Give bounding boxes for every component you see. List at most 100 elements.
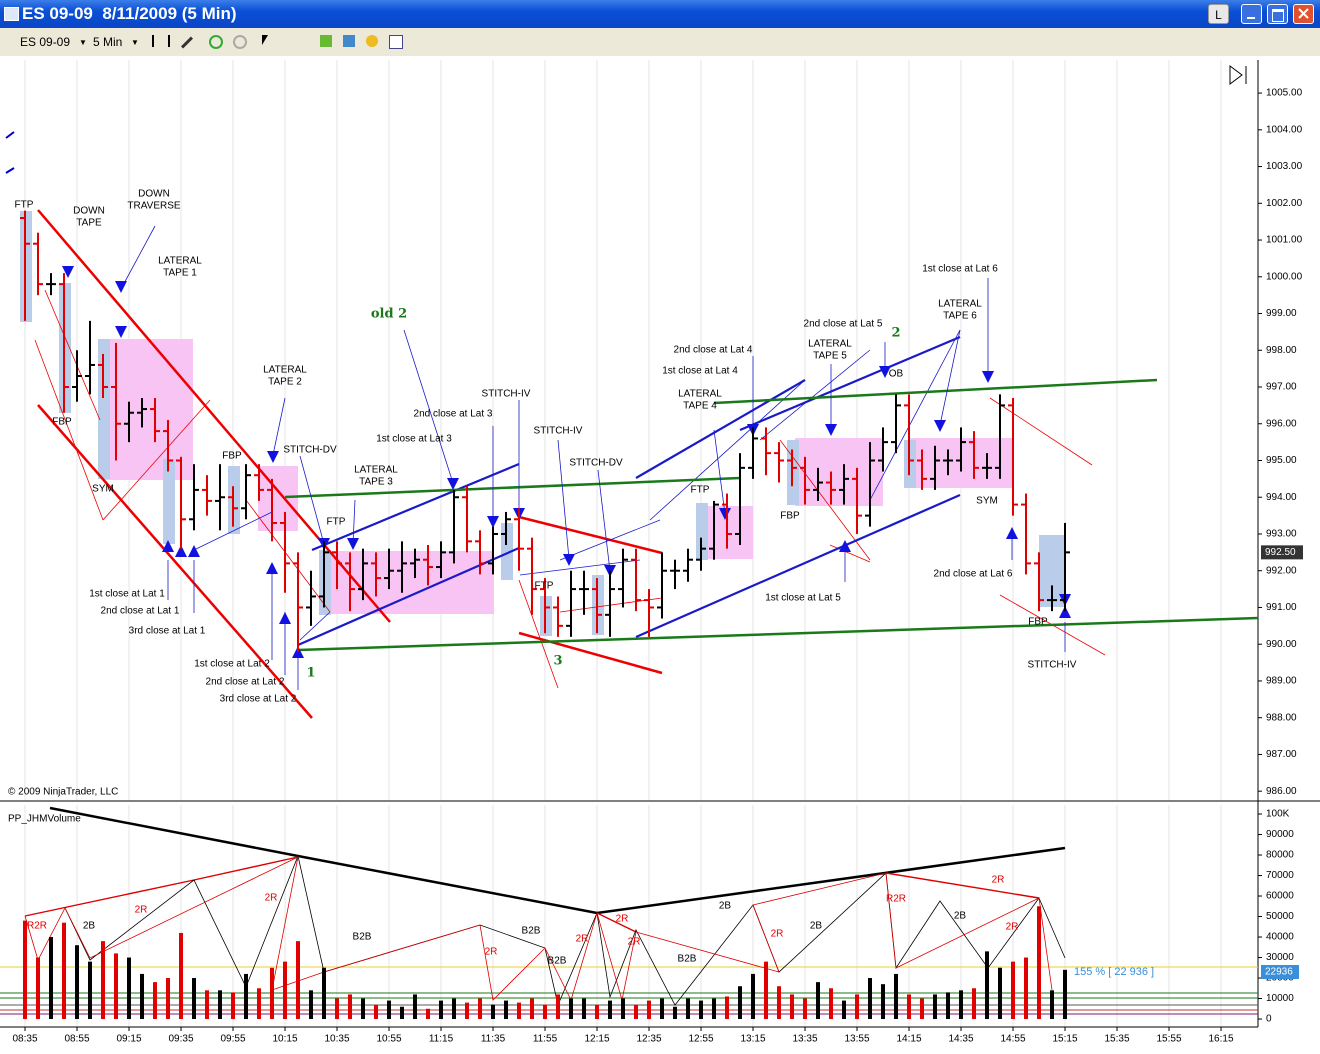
volume-bar	[348, 994, 352, 1020]
annotation: LATERAL	[938, 299, 982, 310]
x-tick-label: 14:35	[948, 1034, 973, 1045]
close-button[interactable]	[1293, 4, 1314, 24]
trend-line	[37, 209, 391, 623]
properties-button[interactable]	[366, 35, 378, 47]
pointer-button[interactable]	[262, 35, 268, 45]
minimize-button[interactable]	[1241, 4, 1262, 24]
arrow	[879, 366, 891, 378]
annotation: STITCH-IV	[534, 426, 583, 437]
trend-line	[518, 515, 663, 555]
volume-bar	[140, 973, 144, 1020]
pointer-line	[120, 225, 156, 290]
volume-bar	[101, 941, 105, 1020]
volume-bar	[400, 1006, 404, 1020]
annotation: FTP	[15, 200, 34, 211]
channel-line	[869, 329, 961, 501]
volume-bar	[244, 973, 248, 1020]
zoom-in-button[interactable]	[209, 35, 223, 49]
annotation: 2nd close at Lat 6	[934, 569, 1013, 580]
volume-annotation: 2B	[954, 911, 967, 922]
annotation: TAPE 2	[268, 377, 302, 388]
maximize-button[interactable]	[1267, 4, 1288, 24]
tape-zone	[103, 339, 193, 480]
x-tick-label: 10:15	[272, 1034, 297, 1045]
volume-bar	[777, 986, 781, 1020]
volume-bar	[478, 998, 482, 1020]
volume-bar	[543, 1004, 547, 1020]
interval-selector[interactable]: 5 Min	[93, 35, 123, 49]
channel-line	[311, 462, 520, 552]
x-tick-label: 10:35	[324, 1034, 349, 1045]
volume-bar	[920, 998, 924, 1020]
instrument-selector[interactable]: ES 09-09	[20, 35, 71, 49]
x-tick-label: 11:35	[481, 1034, 506, 1045]
x-tick-label: 09:55	[220, 1034, 245, 1045]
volume-bar	[36, 957, 40, 1020]
y-tick-label: 80000	[1266, 850, 1294, 861]
last-price-box	[1261, 545, 1303, 560]
arrow	[934, 420, 946, 432]
arrow	[188, 545, 200, 557]
y-tick-label: 1001.00	[1266, 235, 1303, 246]
dropdown-arrow[interactable]: ▼	[131, 38, 139, 47]
background	[0, 56, 1320, 1054]
volume-bar	[296, 941, 300, 1020]
tape-zone	[324, 551, 494, 614]
y-tick-label: 90000	[1266, 829, 1294, 840]
x-tick-label: 09:15	[116, 1034, 141, 1045]
arrow	[115, 281, 127, 293]
y-tick-label: 1000.00	[1266, 271, 1303, 282]
annotation: 2nd close at Lat 1	[101, 606, 180, 617]
trend-line	[34, 339, 104, 521]
annotation: 1st close at Lat 1	[89, 589, 165, 600]
annotation: TAPE 1	[163, 268, 197, 279]
arrow	[347, 538, 359, 550]
volume-annotation: 2B	[83, 921, 96, 932]
indicator-button[interactable]	[343, 35, 355, 47]
draw-tool-button[interactable]	[180, 36, 194, 49]
annotation: LATERAL	[354, 465, 398, 476]
y-tick-label: 100K	[1266, 809, 1290, 820]
zoom-out-button[interactable]	[233, 35, 247, 49]
channel-line	[649, 379, 806, 521]
volume-bar	[621, 998, 625, 1020]
x-tick-label: 13:15	[740, 1034, 765, 1045]
strategy-button[interactable]	[320, 35, 332, 47]
volume-bar	[426, 1008, 430, 1020]
volume-annotation: 2B	[810, 921, 823, 932]
volume-bar	[413, 994, 417, 1020]
arrow	[62, 266, 74, 278]
average-label: 155 % [ 22 936 ]	[1074, 966, 1154, 978]
x-tick-label: 12:55	[688, 1034, 713, 1045]
channel-line	[635, 493, 961, 639]
y-tick-label: 990.00	[1266, 639, 1297, 650]
dropdown-arrow[interactable]: ▼	[79, 38, 87, 47]
link-button[interactable]: L	[1208, 4, 1229, 24]
x-tick-label: 11:15	[429, 1034, 454, 1045]
volume-annotation: 2R	[628, 937, 641, 948]
data-box-button[interactable]	[389, 35, 403, 49]
annotation: FBP	[222, 451, 242, 462]
x-tick-label: 13:35	[792, 1034, 817, 1045]
volume-bar	[933, 994, 937, 1020]
scroll-end-button[interactable]	[1229, 65, 1247, 85]
volume-bar	[556, 994, 560, 1020]
volume-bar	[465, 1002, 469, 1020]
annotation: 2	[891, 326, 900, 341]
annotation: 1st close at Lat 5	[765, 593, 841, 604]
volume-bar	[504, 1000, 508, 1020]
annotation: TAPE 3	[359, 477, 393, 488]
volume-bar	[1050, 990, 1054, 1020]
x-tick-label: 14:15	[896, 1034, 921, 1045]
volume-bar	[751, 973, 755, 1020]
x-tick-label: 10:55	[376, 1034, 401, 1045]
bar-type-button[interactable]	[152, 35, 170, 47]
trend-line	[44, 289, 101, 421]
x-tick-label: 14:55	[1000, 1034, 1025, 1045]
trend-line	[297, 854, 598, 915]
volume-bar	[153, 982, 157, 1020]
channel-line	[193, 511, 273, 551]
volume-bar	[75, 945, 79, 1020]
y-tick-label: 989.00	[1266, 676, 1297, 687]
annotation: STITCH-DV	[283, 445, 337, 456]
